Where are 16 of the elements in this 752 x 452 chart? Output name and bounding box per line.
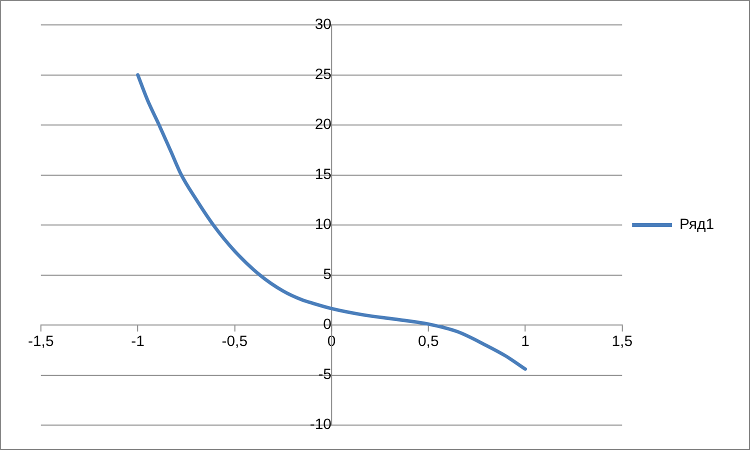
legend-label: Ряд1 xyxy=(679,216,714,234)
y-tick-label: 0 xyxy=(323,316,332,334)
y-tick-label: 15 xyxy=(314,166,332,184)
x-tick-label: 0,5 xyxy=(418,333,439,350)
y-tick-label: 20 xyxy=(314,116,332,134)
y-tick-label: 10 xyxy=(314,216,332,234)
y-tick-label: 25 xyxy=(314,66,332,84)
y-tick-label: -5 xyxy=(318,366,332,384)
x-tick-label: 1 xyxy=(521,333,530,350)
x-tick-label: -0,5 xyxy=(222,333,248,350)
x-tick-label: 1,5 xyxy=(612,333,633,350)
y-tick-label: 5 xyxy=(323,266,332,284)
y-tick-label: 30 xyxy=(314,16,332,34)
x-tick-label: -1,5 xyxy=(28,333,54,350)
x-tick-label: -1 xyxy=(131,333,144,350)
y-tick-label: -10 xyxy=(310,416,332,434)
